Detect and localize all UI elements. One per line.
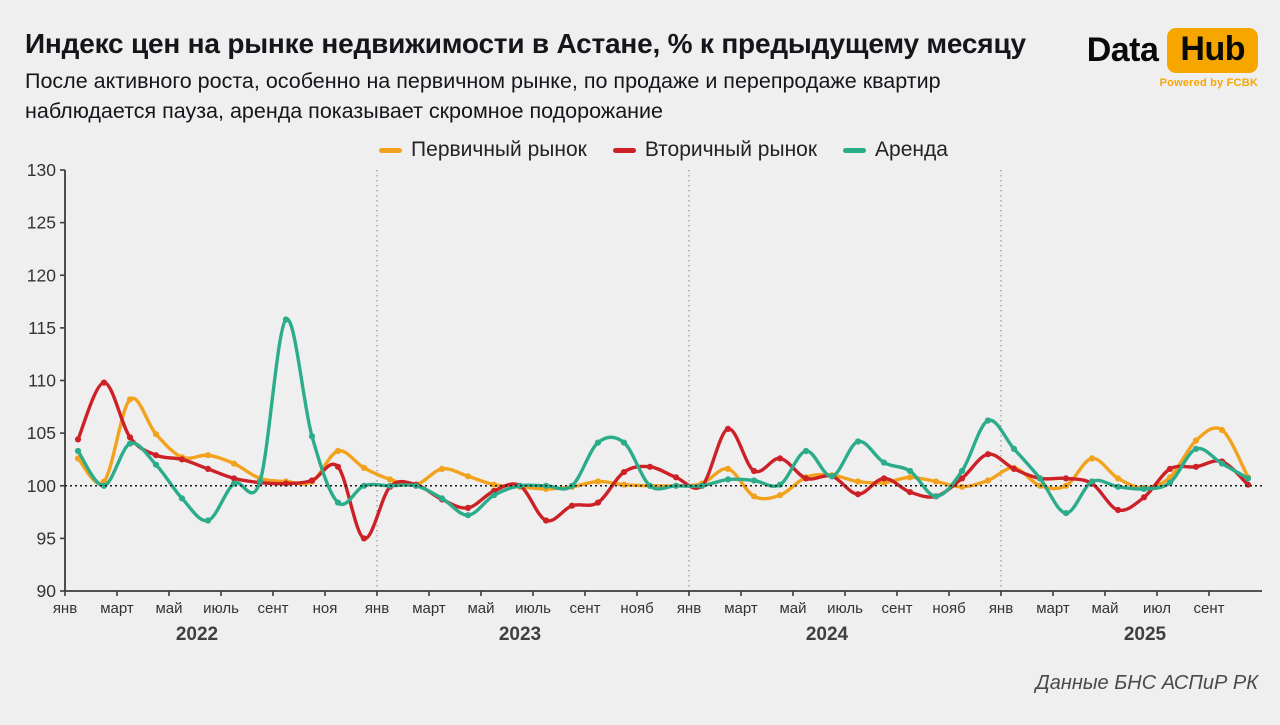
svg-text:янв: янв <box>989 600 1013 617</box>
svg-text:янв: янв <box>677 600 701 617</box>
svg-text:янв: янв <box>53 600 77 617</box>
logo-hub-badge: Hub <box>1167 28 1258 73</box>
svg-text:июль: июль <box>515 600 551 617</box>
subtitle-line-2: наблюдается пауза, аренда показывает скр… <box>25 99 663 123</box>
year-divider-lines <box>376 170 1002 591</box>
source-note: Данные БНС АСПиР РК <box>1035 672 1258 694</box>
legend-label-primary-market: Первичный рынок <box>411 138 587 161</box>
svg-text:янв: янв <box>365 600 389 617</box>
page-title: Индекс цен на рынке недвижимости в Астан… <box>25 28 1026 59</box>
y-axis-labels: 90 95 100 105 110 115 120 125 130 <box>27 160 65 601</box>
datahub-logo-row: Data Hub <box>1087 28 1258 73</box>
svg-text:март: март <box>100 600 134 617</box>
svg-text:май: май <box>779 600 806 617</box>
legend-label-secondary-market: Вторичный рынок <box>644 138 818 161</box>
svg-text:сент: сент <box>258 600 289 617</box>
svg-text:ноя: ноя <box>313 600 338 617</box>
logo-tagline: Powered by FCBK <box>1159 77 1258 89</box>
datahub-logo: Data Hub Powered by FCBK <box>1087 28 1258 89</box>
legend-item-primary-market: Первичный рынок <box>379 138 587 162</box>
svg-text:июл: июл <box>1143 600 1171 617</box>
svg-text:2025: 2025 <box>1124 624 1167 645</box>
svg-text:2023: 2023 <box>499 624 541 645</box>
svg-text:июль: июль <box>203 600 239 617</box>
svg-text:сент: сент <box>882 600 913 617</box>
svg-text:110: 110 <box>28 371 56 391</box>
svg-text:май: май <box>1091 600 1118 617</box>
legend-item-secondary-market: Вторичный рынок <box>612 138 818 162</box>
svg-text:март: март <box>724 600 758 617</box>
svg-text:нояб: нояб <box>620 600 653 617</box>
rent-swatch-icon <box>843 147 867 153</box>
svg-text:сент: сент <box>570 600 601 617</box>
x-axis-labels: янв март май июль сент ноя янв март май июль сент н… <box>53 591 1225 617</box>
svg-text:120: 120 <box>27 265 56 285</box>
primary-market-swatch-icon <box>379 147 403 153</box>
svg-text:105: 105 <box>27 423 56 443</box>
year-labels: 2022 2023 2024 2025 <box>176 624 1167 645</box>
svg-text:март: март <box>1036 600 1070 617</box>
svg-text:125: 125 <box>27 213 56 233</box>
series-1-line <box>74 379 1252 542</box>
svg-text:90: 90 <box>37 581 57 601</box>
svg-text:100: 100 <box>27 476 56 496</box>
axes <box>64 170 1262 592</box>
secondary-market-swatch-icon <box>612 147 636 153</box>
legend-item-rent: Аренда <box>843 138 948 162</box>
svg-text:май: май <box>467 600 494 617</box>
svg-text:март: март <box>412 600 446 617</box>
svg-text:июль: июль <box>827 600 863 617</box>
logo-data-text: Data <box>1086 31 1159 69</box>
svg-text:сент: сент <box>1194 600 1225 617</box>
svg-text:95: 95 <box>37 528 56 548</box>
legend-label-rent: Аренда <box>875 138 948 161</box>
series-0-line <box>74 396 1252 501</box>
series-2-line <box>74 316 1252 524</box>
chart-legend: Первичный рынок Вторичный рынок Аренда <box>65 138 1262 162</box>
svg-text:130: 130 <box>27 160 56 180</box>
svg-text:май: май <box>155 600 182 617</box>
svg-text:115: 115 <box>28 318 56 338</box>
subtitle-line-1: После активного роста, особенно на перви… <box>25 69 941 93</box>
svg-text:2024: 2024 <box>806 624 849 645</box>
svg-text:нояб: нояб <box>932 600 965 617</box>
svg-text:2022: 2022 <box>176 624 218 645</box>
page-subtitle: После активного роста, особенно на перви… <box>25 66 941 126</box>
